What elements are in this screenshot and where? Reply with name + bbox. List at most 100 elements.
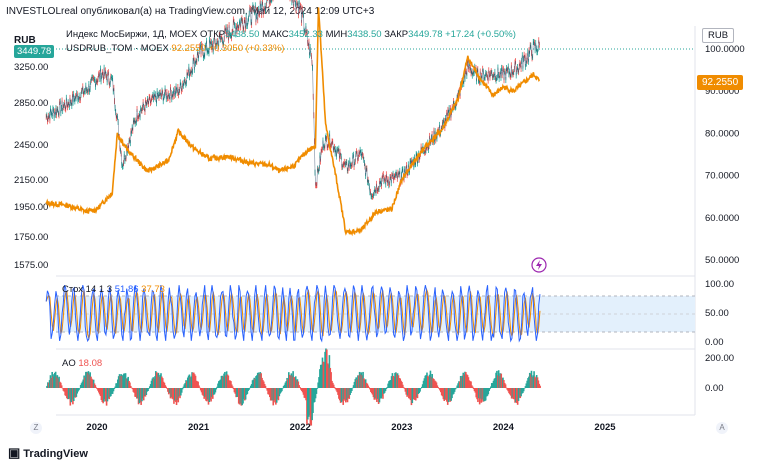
timezone-button[interactable]: Z (30, 422, 42, 434)
ao-bar (174, 388, 176, 401)
index-legend[interactable]: Индекс МосБиржи, 1Д, MOEX ОТКР3438.50 МА… (66, 29, 516, 40)
ao-bar (430, 376, 433, 388)
ao-bar (158, 376, 161, 388)
ao-bar (389, 380, 392, 388)
ao-bar (495, 372, 497, 388)
ao-bar (103, 388, 105, 402)
high-value: 3452.33 (288, 29, 323, 40)
ao-bar (431, 373, 433, 388)
ao-bar (417, 388, 420, 395)
ao-bar (278, 388, 281, 397)
ao-bar (165, 386, 167, 388)
stoch-tick-label: 0.00 (705, 337, 724, 348)
ao-bar (526, 380, 528, 388)
ao-bar (242, 388, 244, 404)
ao-bar (204, 388, 206, 397)
ao-bar (470, 381, 472, 388)
ao-bar (54, 371, 57, 388)
usdrub-legend[interactable]: USDRUB_TOM · MOEX 92.2550 +0.3050 (+0.33… (66, 43, 284, 54)
ao-bar (365, 382, 368, 388)
ao-bar (219, 379, 222, 388)
stoch-name: Стох 14 1 3 (62, 284, 113, 295)
ao-bar (367, 385, 370, 388)
ao-bar (408, 388, 411, 399)
ao-bar (252, 379, 255, 388)
ao-bar (267, 388, 269, 395)
usdrub-change: +0.3050 (+0.33%) (208, 43, 285, 54)
ao-bar (327, 364, 330, 388)
ao-bar (170, 388, 173, 397)
ao-bar (123, 373, 125, 388)
ao-bar (275, 388, 277, 405)
publish-header: INVESTLOLreal опубликовал(а) на TradingV… (6, 6, 375, 17)
ao-bar (405, 388, 408, 395)
ao-bar (223, 373, 225, 388)
ao-bar (472, 388, 475, 390)
ao-bar (110, 388, 112, 397)
ao-bar (383, 388, 386, 393)
lightning-icon (531, 257, 547, 273)
right-tick-label: 90.0000 (705, 86, 739, 97)
ao-bar (452, 388, 454, 395)
ao-bar (462, 372, 465, 388)
ao-bar (500, 373, 503, 388)
ao-bar (421, 384, 424, 388)
ao-bar (176, 388, 179, 401)
ao-bar (465, 372, 467, 388)
ao-bar (514, 388, 516, 403)
ao-bar (440, 388, 443, 396)
ao-bar (257, 372, 260, 388)
ao-bar (475, 388, 478, 398)
ao-bar (356, 379, 358, 388)
ao-bar (329, 367, 332, 388)
ao-bar (159, 374, 161, 388)
auto-scale-button[interactable]: A (716, 422, 728, 434)
ao-bar (427, 375, 429, 388)
ao-bar (406, 388, 408, 397)
ao-bar (477, 388, 479, 403)
ao-bar (429, 370, 432, 388)
ao-bar (261, 377, 263, 388)
ao-bar (270, 388, 273, 401)
right-tick-label: 60.0000 (705, 213, 739, 224)
ao-bar (321, 357, 324, 388)
ao-bar (171, 388, 174, 399)
left-tick-label: 1750.00 (14, 232, 48, 243)
ao-bar (370, 388, 373, 394)
ao-bar (162, 381, 165, 388)
ao-bar (324, 351, 326, 388)
ao-bar (338, 388, 341, 401)
ao-bar (330, 372, 332, 388)
ao-bar (237, 388, 239, 397)
ao-bar (254, 378, 256, 388)
ao-bar (206, 388, 209, 400)
ao-bar (320, 364, 323, 388)
ao-bar (78, 388, 80, 391)
ao-bar (147, 388, 149, 392)
ao-legend[interactable]: AO 18.08 (62, 358, 102, 369)
ao-bar (140, 388, 142, 405)
ao-bar (334, 388, 337, 389)
ao-bar (205, 388, 207, 401)
ao-bar (346, 388, 349, 403)
ao-bar (307, 388, 310, 417)
ao-bar (161, 378, 164, 388)
ao-bar (128, 380, 130, 388)
ao-bar (313, 388, 316, 402)
ao-bar (532, 375, 535, 388)
tradingview-logo[interactable]: ▣ TradingView (8, 445, 88, 460)
ao-bar (312, 388, 314, 414)
currency-left-box[interactable]: RUB (14, 35, 36, 46)
ao-bar (153, 378, 155, 388)
ao-bar (454, 388, 457, 390)
ao-bar (372, 388, 375, 398)
ao-bar (288, 372, 290, 388)
ao-bar (51, 371, 53, 388)
ao-bar (154, 376, 156, 388)
ao-bar (304, 388, 307, 399)
currency-right-box[interactable]: RUB (702, 28, 735, 43)
ao-bar (391, 373, 394, 388)
ao-bar (351, 388, 353, 391)
stoch-legend[interactable]: Стох 14 1 3 51.86 37.73 (62, 284, 165, 295)
